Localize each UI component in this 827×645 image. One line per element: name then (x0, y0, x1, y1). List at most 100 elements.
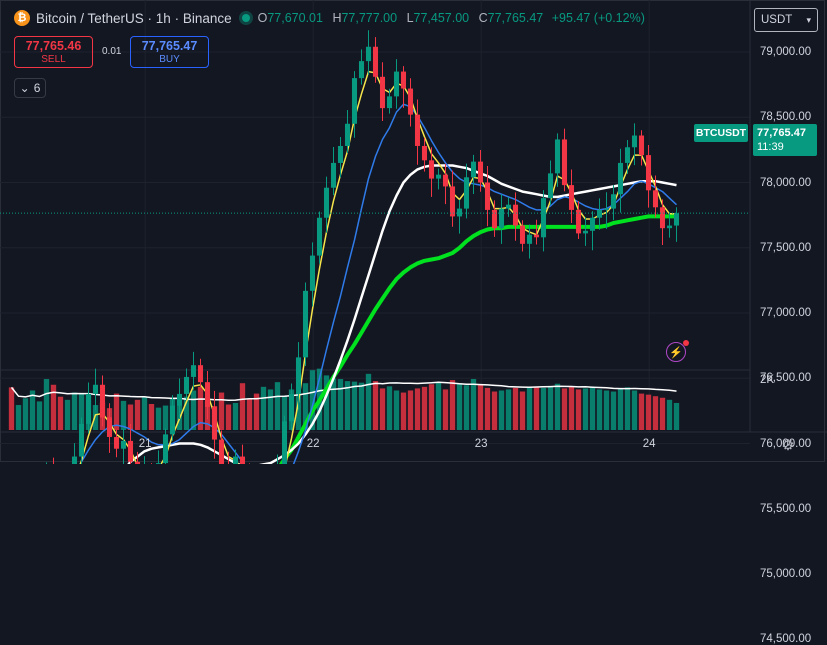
volume-bar (274, 382, 281, 430)
candle-body (463, 177, 470, 209)
volume-bar (29, 390, 36, 430)
candle-body (484, 182, 491, 210)
volume-bar (582, 388, 589, 430)
candle-body (281, 421, 288, 464)
last-price-tag: 77,765.47 11:39 (753, 124, 817, 156)
gear-icon[interactable]: ⚙ (781, 437, 795, 454)
candle-body (449, 186, 456, 217)
buy-price: 77,765.47 (141, 38, 198, 53)
sell-label: SELL (41, 53, 66, 65)
candle-body (519, 225, 526, 244)
sell-button[interactable]: 77,765.46 SELL (14, 36, 93, 68)
candle-body (344, 123, 351, 146)
grid (0, 0, 750, 444)
volume-bar (407, 390, 414, 430)
indicators-toggle-button[interactable]: ⌄ 6 (14, 78, 46, 98)
candle-body (211, 406, 218, 440)
volume-bar (239, 383, 246, 430)
candle-body (645, 155, 652, 191)
volume-bar (533, 387, 540, 430)
price-tick-label: 77,000.00 (760, 307, 812, 319)
volume-bar (120, 400, 127, 430)
volume-bar (281, 395, 288, 430)
volume-bar (498, 390, 505, 430)
high-value: 77,777.00 (341, 11, 398, 25)
candle-body (372, 46, 379, 77)
buy-button[interactable]: 77,765.47 BUY (130, 36, 209, 68)
volume-bar (540, 387, 547, 430)
price-tick-label: 78,500.00 (760, 111, 812, 124)
open-value: 77,670.01 (267, 11, 323, 25)
candle-body (414, 114, 421, 146)
volume-bar (232, 402, 239, 430)
volume-bar (155, 407, 162, 430)
candle-body (400, 71, 407, 89)
volume-bar (218, 392, 225, 430)
candle-body (526, 234, 533, 244)
bitcoin-icon: ₿ (14, 10, 30, 26)
volume-bar (22, 398, 29, 430)
volume-bar (190, 390, 197, 430)
volume-bar (575, 389, 582, 430)
candle-body (239, 456, 246, 464)
volume-bar (442, 389, 449, 430)
volume-bar (113, 393, 120, 430)
candle-body (617, 162, 624, 195)
currency-select[interactable]: USDT ▾ (754, 8, 818, 32)
candle-body (176, 393, 183, 406)
volume-bar (652, 396, 659, 430)
volume-bar (365, 373, 372, 430)
lightning-icon[interactable]: ⚡ (666, 340, 689, 362)
volume-bar (596, 389, 603, 430)
volume-bar (589, 387, 596, 430)
candle-body (99, 384, 106, 418)
price-tick-label: 79,000.00 (760, 46, 812, 58)
candle-body (624, 147, 631, 163)
candle-body (610, 194, 617, 209)
candle-body (596, 209, 603, 218)
candle-body (330, 162, 337, 188)
volume-bar (57, 396, 64, 430)
volume-bar (302, 383, 309, 430)
chart-frame (0, 0, 825, 462)
volume-bar (260, 386, 267, 430)
candle-body (71, 456, 78, 464)
price-chart[interactable] (0, 0, 827, 464)
volume-bar (386, 386, 393, 430)
volume-bar (267, 389, 274, 430)
candle-body (92, 384, 99, 394)
volume-bar (603, 390, 610, 430)
volume-bar (36, 401, 43, 430)
symbol-price-tag: BTCUSDT (694, 124, 748, 142)
volume-bar (372, 381, 379, 430)
candle-body (316, 217, 323, 256)
volume-bar (435, 382, 442, 430)
volume-bar (337, 379, 344, 430)
volume-bar (470, 379, 477, 430)
volume-bar (561, 388, 568, 430)
candle-body (554, 139, 561, 174)
candle-body (162, 434, 169, 464)
volume-bar (666, 399, 673, 430)
volume-bar (477, 384, 484, 430)
candle-body (428, 160, 435, 179)
indicators-count: 6 (33, 81, 41, 95)
candle-body (589, 217, 596, 231)
candle-body (134, 461, 141, 464)
candle-body (421, 145, 428, 161)
symbol-title[interactable]: Bitcoin / TetherUS · 1h · Binance (36, 10, 232, 26)
volume-bar (141, 396, 148, 430)
candle-body (302, 290, 309, 358)
volume-bar (330, 378, 337, 430)
price-tick-label: 76,500.00 (760, 372, 812, 385)
candle-body (295, 357, 302, 394)
volume-bar (645, 394, 652, 430)
candle-body (470, 161, 477, 178)
candle-body (435, 174, 442, 179)
chart-legend: ₿ Bitcoin / TetherUS · 1h · Binance O77,… (14, 10, 645, 26)
time-tick-label: 24 (642, 438, 656, 450)
last-price-value: 77,765.47 (757, 127, 806, 139)
volume-bar (673, 402, 680, 430)
candle-body (183, 376, 190, 394)
volume-bar (617, 388, 624, 430)
